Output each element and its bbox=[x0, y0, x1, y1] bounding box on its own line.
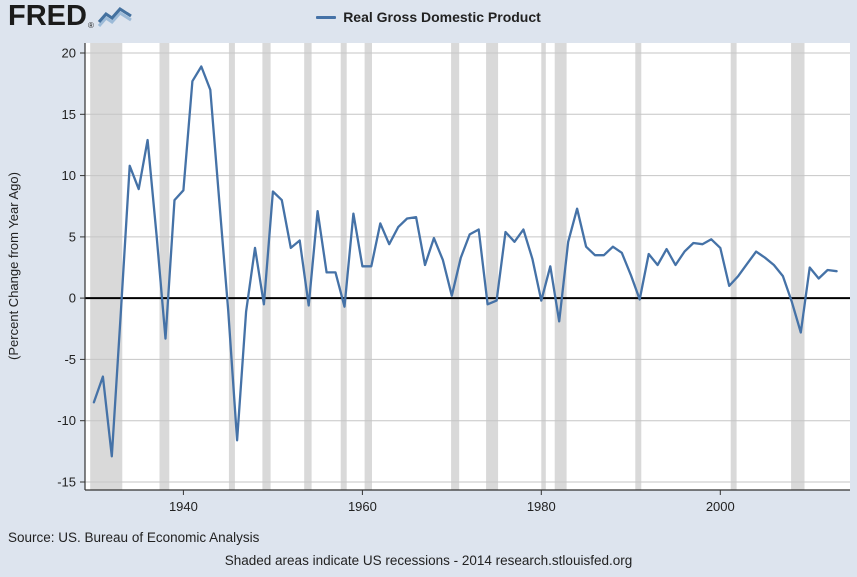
fred-logo: FRED ® bbox=[8, 2, 133, 34]
recession-band bbox=[486, 43, 499, 490]
y-axis-title: (Percent Change from Year Ago) bbox=[6, 172, 21, 360]
registered-trademark: ® bbox=[87, 21, 94, 30]
x-tick-label: 1960 bbox=[348, 499, 377, 514]
y-tick-label: -5 bbox=[64, 352, 76, 367]
recession-band bbox=[554, 43, 567, 490]
x-tick-label: 1980 bbox=[527, 499, 556, 514]
y-tick-label: 5 bbox=[69, 229, 76, 244]
y-tick-label: -10 bbox=[57, 413, 76, 428]
recession-band bbox=[340, 43, 347, 490]
recession-band bbox=[159, 43, 170, 490]
recession-band bbox=[228, 43, 235, 490]
y-tick-label: 0 bbox=[69, 291, 76, 306]
fred-line-graph-icon bbox=[97, 7, 133, 34]
y-tick-label: 20 bbox=[62, 46, 76, 61]
recession-band bbox=[791, 43, 805, 490]
recession-band bbox=[451, 43, 460, 490]
source-text: Source: US. Bureau of Economic Analysis bbox=[8, 530, 260, 545]
gdp-line bbox=[92, 65, 838, 458]
y-tick-label: 15 bbox=[62, 107, 76, 122]
y-tick-label: -15 bbox=[57, 475, 76, 490]
recession-note-text: Shaded areas indicate US recessions - 20… bbox=[224, 553, 633, 568]
gdp-chart: (Percent Change from Year Ago) -15 -10 -5 0… bbox=[6, 43, 850, 514]
x-tick-label: 1940 bbox=[169, 499, 198, 514]
x-tick-label: 2000 bbox=[706, 499, 735, 514]
y-tick-label: 10 bbox=[62, 168, 76, 183]
recession-band bbox=[90, 43, 123, 490]
fred-logo-text: FRED bbox=[8, 0, 87, 32]
legend-line-swatch bbox=[316, 15, 337, 19]
recession-band bbox=[541, 43, 546, 490]
recession-band bbox=[635, 43, 642, 490]
recession-band bbox=[304, 43, 312, 490]
legend-label: Real Gross Domestic Product bbox=[343, 9, 541, 25]
plot-layers: -15 -10 -5 0 5 10 15 20 1940 1960 1980 2000 bbox=[57, 43, 850, 514]
recession-band bbox=[730, 43, 737, 490]
